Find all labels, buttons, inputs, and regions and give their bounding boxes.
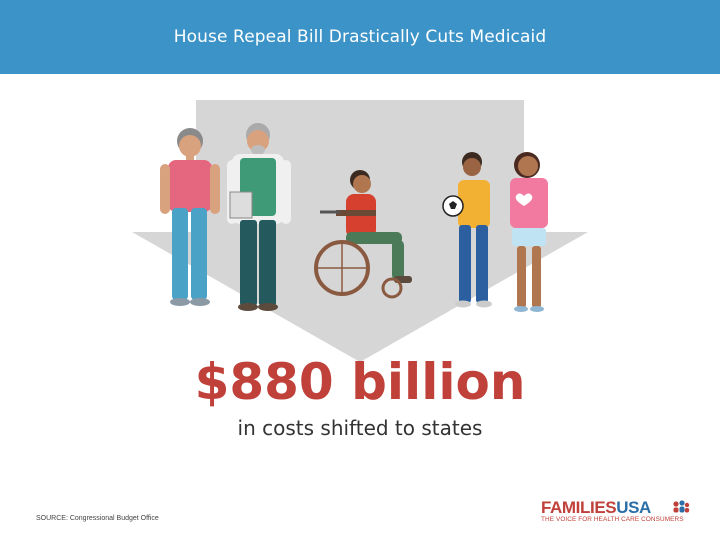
headline-subtext: in costs shifted to states — [237, 416, 483, 440]
illustration — [132, 100, 588, 362]
logo-usa: USA — [616, 498, 651, 517]
logo-families: FAMILIES — [541, 498, 617, 517]
source-note: SOURCE: Congressional Budget Office — [36, 515, 159, 522]
boy-figure — [442, 152, 492, 308]
girl-figure — [510, 152, 548, 312]
families-usa-logo: FAMILIESUSA THE VOICE FOR HEALTH CARE CO… — [541, 498, 693, 528]
headline-amount: $880 billion — [194, 353, 526, 411]
wheelchair-figure — [314, 170, 412, 299]
header-title: House Repeal Bill Drastically Cuts Medic… — [173, 27, 547, 47]
logo-tagline: THE VOICE FOR HEALTH CARE CONSUMERS — [541, 516, 684, 523]
header-bar: House Repeal Bill Drastically Cuts Medic… — [0, 0, 720, 74]
logo-wordmark: FAMILIESUSA — [541, 498, 651, 518]
logo-people-icon — [673, 500, 690, 513]
older-man-figure — [227, 123, 291, 311]
older-woman-figure — [160, 128, 220, 306]
